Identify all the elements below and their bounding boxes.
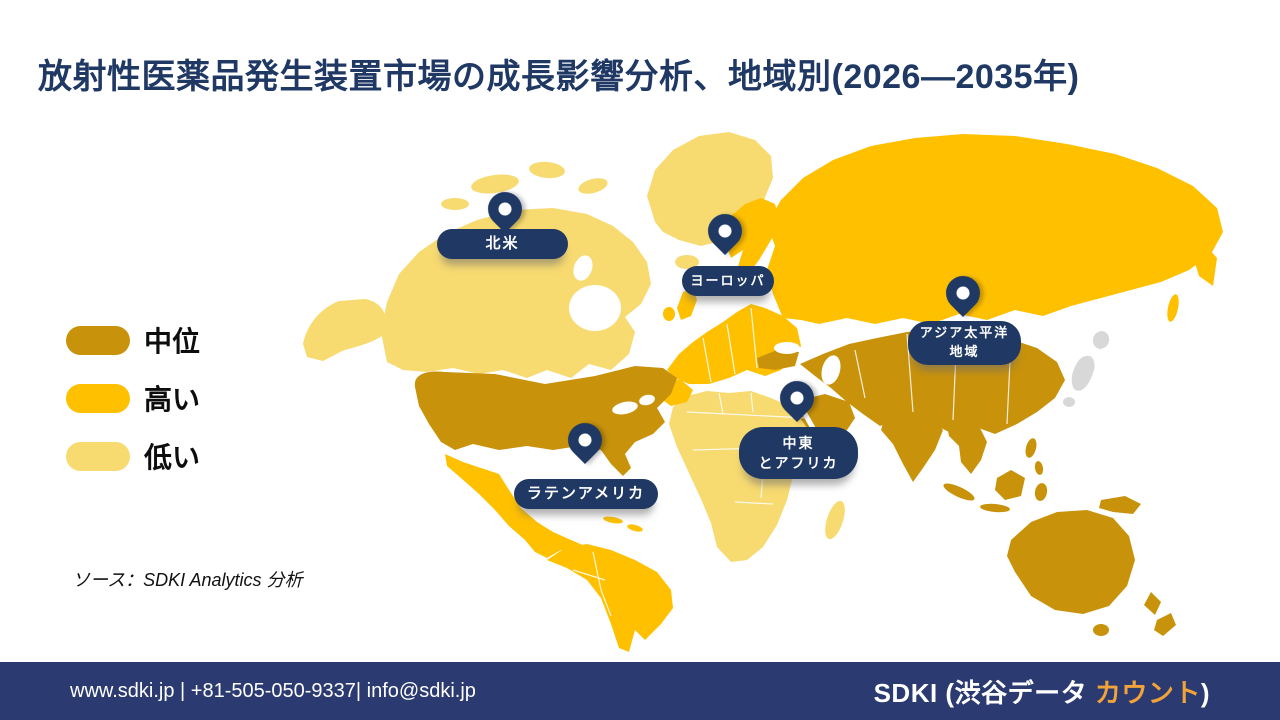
region-mexico-central-america [445, 454, 585, 558]
world-map [295, 112, 1240, 657]
region-turkey [757, 350, 799, 370]
region-philippines [1025, 438, 1037, 458]
region-new-zealand [1144, 592, 1161, 615]
region-label-europe: ヨーロッパ [682, 266, 774, 296]
region-japan [1063, 331, 1110, 407]
great-lakes [612, 401, 638, 415]
region-new-guinea [1099, 496, 1141, 514]
region-philippines [1034, 461, 1044, 475]
footer-brand: SDKI (渋谷データ カウント) [874, 673, 1210, 710]
black-sea [774, 342, 800, 354]
region-caribbean [603, 516, 623, 524]
region-kamchatka [1193, 240, 1217, 286]
region-caribbean [627, 524, 643, 532]
legend-item-high: 高い [66, 378, 200, 418]
footer-contact: www.sdki.jp | +81-505-050-9337| info@sdk… [70, 679, 476, 702]
region-ireland [663, 307, 675, 321]
region-sumatra [943, 483, 975, 501]
region-madagascar [825, 500, 845, 540]
region-sulawesi [1034, 483, 1048, 501]
legend-swatch-low [66, 441, 130, 471]
footer-brand-highlight: カウント [1094, 677, 1201, 708]
region-south-america [547, 544, 673, 652]
footer-brand-suffix: ) [1200, 677, 1210, 708]
region-label-latin-america: ラテンアメリカ [514, 479, 658, 509]
region-arctic-island [471, 174, 519, 194]
region-alaska [303, 299, 386, 361]
region-scandinavia [723, 198, 779, 276]
page-title: 放射性医薬品発生装置市場の成長影響分析、地域別(2026—2035年) [38, 57, 1080, 96]
region-sakhalin [1167, 294, 1179, 322]
region-russia [767, 134, 1223, 324]
great-lakes [639, 394, 655, 406]
region-label-north-america: 北米 [437, 229, 568, 259]
legend-item-low: 低い [66, 436, 200, 476]
legend-label-high: 高い [144, 384, 201, 415]
hudson-bay [569, 285, 621, 331]
legend-label-medium: 中位 [144, 326, 201, 357]
legend-swatch-medium [66, 325, 130, 355]
region-uk [677, 288, 697, 320]
legend-label-low: 低い [144, 442, 201, 473]
region-new-zealand [1154, 613, 1176, 636]
region-label-asia-pacific: アジア太平洋 地域 [908, 321, 1021, 365]
region-usa [414, 366, 677, 476]
region-iceland [675, 255, 699, 269]
world-map-svg [303, 132, 1223, 652]
region-java [980, 503, 1010, 513]
legend-item-medium: 中位 [66, 320, 200, 360]
region-arctic-island [529, 161, 565, 179]
region-indochina [947, 418, 987, 474]
legend-swatch-high [66, 383, 130, 413]
caspian-sea [821, 355, 841, 385]
foxe-basin [573, 255, 593, 281]
legend: 中位 高い 低い [66, 320, 200, 494]
region-india [881, 410, 943, 482]
source-note: ソース：SDKI Analytics 分析 [72, 570, 303, 590]
footer-brand-prefix: SDKI (渋谷データ [873, 677, 1095, 708]
region-arctic-island [441, 198, 469, 210]
region-borneo [995, 470, 1025, 500]
region-australia [1007, 510, 1135, 614]
footer-bar: www.sdki.jp | +81-505-050-9337| info@sdk… [0, 662, 1280, 720]
region-arctic-island [578, 178, 608, 194]
region-label-middle-east-africa: 中東 とアフリカ [739, 427, 858, 479]
region-tasmania [1093, 624, 1109, 636]
country-borders [572, 307, 1012, 617]
